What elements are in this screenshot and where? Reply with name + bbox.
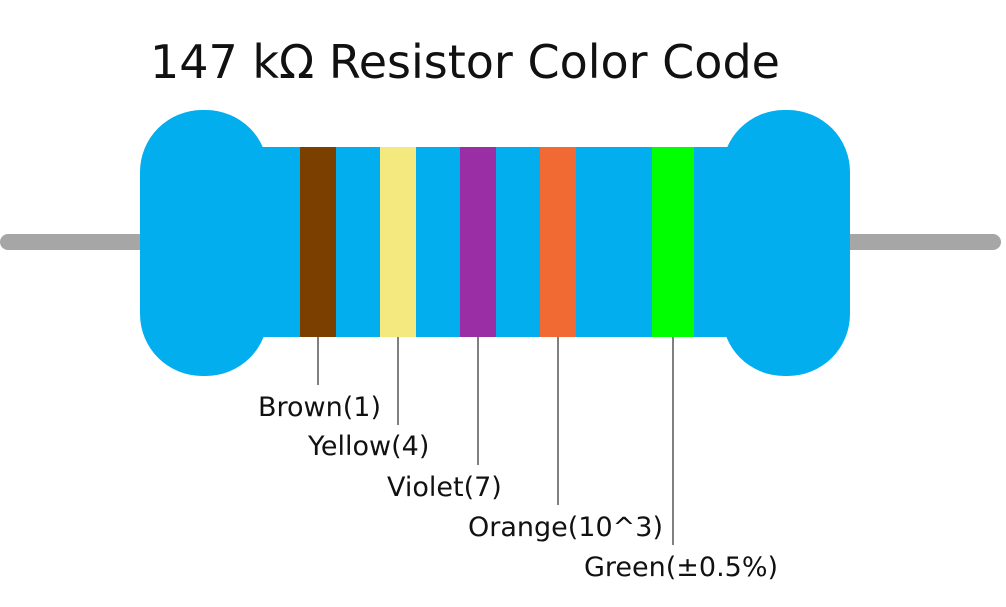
band-orange (540, 147, 576, 337)
label-green: Green(±0.5%) (584, 552, 778, 583)
band-labels: Brown(1) Yellow(4) Violet(7) Orange(10^3… (258, 392, 778, 583)
left-end-cap (140, 110, 268, 376)
band-violet (460, 147, 496, 337)
band-yellow (380, 147, 416, 337)
label-brown: Brown(1) (258, 392, 381, 423)
right-end-cap (722, 110, 850, 376)
color-bands (300, 147, 694, 337)
band-brown (300, 147, 336, 337)
leader-lines (317, 337, 674, 545)
label-violet: Violet(7) (387, 472, 502, 503)
diagram-title: 147 kΩ Resistor Color Code (150, 35, 780, 89)
label-yellow: Yellow(4) (307, 431, 429, 462)
band-green (652, 147, 694, 337)
label-orange: Orange(10^3) (468, 512, 663, 543)
